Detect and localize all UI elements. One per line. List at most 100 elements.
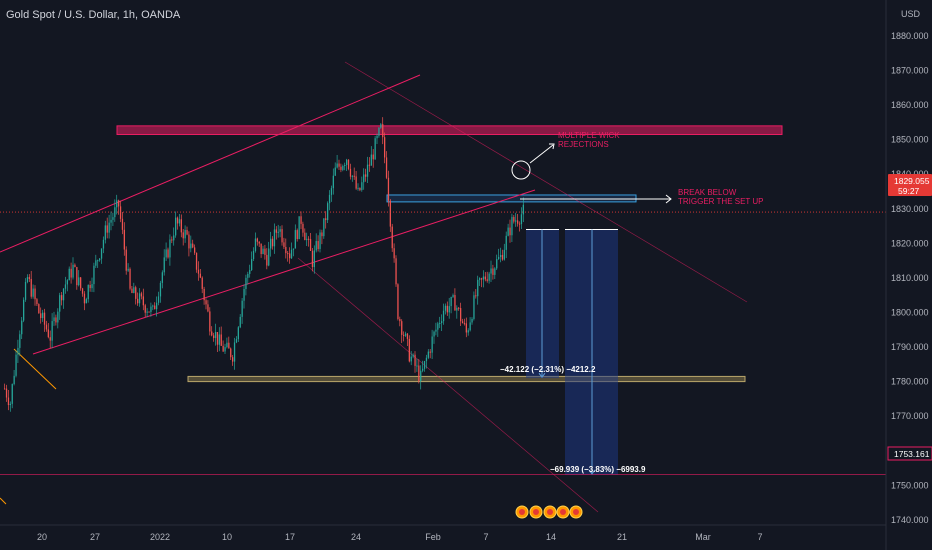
candle-body bbox=[97, 260, 99, 262]
break-arrow-head bbox=[665, 194, 672, 204]
wick-rejection-zone bbox=[386, 194, 637, 203]
event-marker-core-icon bbox=[560, 509, 566, 515]
candle-body bbox=[317, 241, 319, 249]
candle-body bbox=[355, 176, 357, 189]
countdown-value: 59:27 bbox=[898, 186, 920, 196]
x-tick-label: 14 bbox=[546, 532, 556, 542]
candle-body bbox=[397, 284, 399, 319]
candle-body bbox=[431, 336, 433, 353]
candle-body bbox=[214, 331, 217, 339]
candle-body bbox=[380, 124, 382, 128]
candle-body bbox=[414, 354, 416, 366]
candle-body bbox=[304, 232, 306, 241]
candle-body bbox=[283, 242, 285, 247]
candle-body bbox=[186, 229, 188, 235]
measure-arrow-1-head bbox=[538, 372, 546, 378]
current-price-tag: 1829.055 59:27 bbox=[888, 174, 932, 196]
candle-body bbox=[9, 403, 11, 406]
event-marker-core-icon bbox=[547, 509, 553, 515]
candle-body bbox=[298, 216, 300, 240]
candle-body bbox=[66, 280, 68, 285]
channel-upper-line bbox=[0, 74, 421, 253]
candle-body bbox=[89, 284, 91, 289]
candle-body bbox=[213, 335, 215, 339]
candle-body bbox=[344, 165, 346, 167]
candle-body bbox=[349, 168, 352, 177]
candle-body bbox=[391, 226, 393, 249]
candle-body bbox=[192, 243, 194, 248]
descending-line-lower bbox=[297, 257, 599, 513]
candle-body bbox=[176, 217, 179, 224]
measure-arrow-2-head bbox=[588, 469, 596, 475]
candle-body bbox=[308, 238, 310, 240]
candle-body bbox=[452, 295, 454, 297]
candle-body bbox=[175, 217, 177, 236]
candle-body bbox=[49, 337, 51, 341]
candle-body bbox=[108, 222, 110, 233]
candle-body bbox=[5, 388, 8, 398]
candle-body bbox=[116, 200, 118, 208]
candle-body bbox=[488, 273, 490, 281]
candle-body bbox=[471, 318, 473, 323]
x-tick-label: 21 bbox=[617, 532, 627, 542]
candle-body bbox=[171, 239, 173, 241]
candle-body bbox=[290, 249, 293, 259]
candle-body bbox=[395, 258, 397, 285]
measure-label-1: −42.122 (−2.31%) −4212.2 bbox=[500, 365, 596, 374]
candle-body bbox=[167, 249, 169, 258]
candle-body bbox=[207, 304, 209, 312]
candle-body bbox=[287, 253, 289, 255]
candle-body bbox=[40, 313, 42, 319]
candle-body bbox=[412, 354, 414, 357]
candle-body bbox=[72, 264, 74, 278]
candle-body bbox=[106, 225, 108, 233]
candle-body bbox=[385, 157, 388, 178]
candle-body bbox=[357, 187, 359, 189]
candle-body bbox=[509, 227, 511, 236]
candle-body bbox=[87, 284, 89, 300]
candle-body bbox=[254, 238, 257, 251]
candle-body bbox=[80, 277, 82, 289]
candle-body bbox=[252, 250, 255, 260]
candle-body bbox=[7, 397, 10, 406]
candle-body bbox=[450, 296, 452, 307]
candle-body bbox=[68, 268, 70, 281]
y-tick-label: 1830.000 bbox=[891, 204, 929, 214]
currency-label: USD bbox=[901, 9, 921, 19]
candle-body bbox=[330, 188, 333, 195]
target-price-value: 1753.161 bbox=[894, 449, 930, 459]
candle-body bbox=[123, 229, 125, 250]
candle-body bbox=[203, 288, 205, 301]
candle-body bbox=[224, 347, 226, 352]
candle-body bbox=[262, 248, 264, 255]
candle-body bbox=[327, 203, 329, 221]
candle-body bbox=[83, 293, 86, 304]
candle-body bbox=[178, 219, 181, 224]
candle-body bbox=[446, 305, 448, 313]
candle-body bbox=[279, 229, 281, 232]
x-tick-label: Feb bbox=[425, 532, 441, 542]
candle-body bbox=[503, 249, 505, 260]
candle-body bbox=[309, 239, 312, 251]
candle-body bbox=[161, 272, 163, 283]
candle-body bbox=[85, 299, 87, 304]
candle-body bbox=[515, 220, 517, 222]
break-below-label-line1: BREAK BELOW bbox=[678, 188, 737, 197]
candle-body bbox=[321, 232, 323, 237]
candle-body bbox=[36, 299, 38, 305]
candle-body bbox=[78, 277, 80, 286]
candle-body bbox=[275, 229, 277, 233]
candle-body bbox=[121, 218, 124, 230]
candle-body bbox=[420, 370, 422, 382]
candle-body bbox=[378, 127, 380, 136]
orange-line-2 bbox=[0, 497, 7, 505]
target-price-tag: 1753.161 bbox=[887, 446, 932, 461]
candle-body bbox=[188, 234, 190, 249]
candle-body bbox=[501, 254, 504, 260]
candle-body bbox=[258, 241, 260, 244]
candle-body bbox=[173, 235, 175, 241]
candle-body bbox=[125, 249, 127, 271]
candle-body bbox=[100, 248, 103, 259]
candle-body bbox=[156, 302, 158, 310]
